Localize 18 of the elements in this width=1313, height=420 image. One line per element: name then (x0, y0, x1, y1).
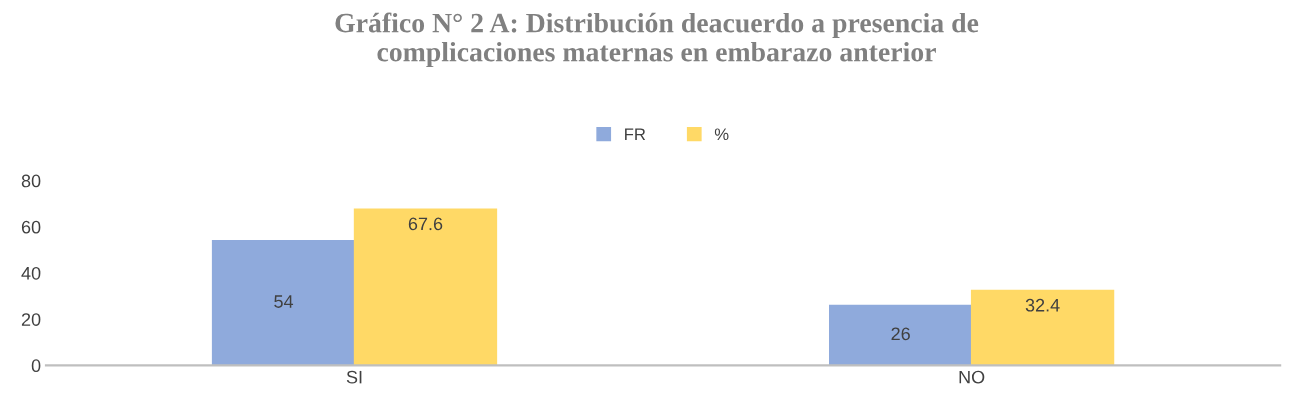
y-tick-label: 40 (21, 266, 41, 280)
bar (353, 208, 498, 366)
data-label: 67.6 (408, 217, 443, 231)
data-label: 54 (274, 295, 294, 308)
bar (211, 239, 356, 366)
chart-title: Gráfico N° 2 A: Distribución deacuerdo a presencia de complicaciones maternas en embarazo anterior (335, 12, 979, 68)
bar (828, 304, 973, 366)
y-tick-label: 80 (21, 174, 41, 188)
bar (970, 289, 1115, 366)
x-tick-label: NO (959, 370, 985, 384)
y-tick-label: 60 (21, 220, 41, 234)
y-tick-label: 0 (31, 359, 41, 373)
x-tick-label: SI (346, 370, 362, 384)
legend-label: % (714, 128, 729, 141)
data-label: 32.4 (1025, 298, 1060, 312)
legend-label: FR (625, 128, 646, 140)
y-tick-label: 20 (21, 313, 41, 326)
data-label: 26 (891, 327, 910, 341)
